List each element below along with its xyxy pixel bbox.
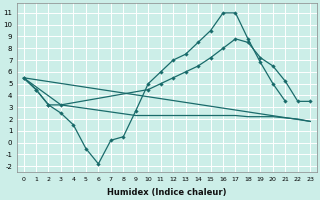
X-axis label: Humidex (Indice chaleur): Humidex (Indice chaleur) [107,188,227,197]
